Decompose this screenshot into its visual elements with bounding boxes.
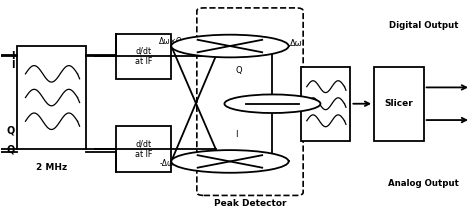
- Bar: [117, 126, 171, 172]
- Ellipse shape: [225, 94, 320, 113]
- Text: Slicer: Slicer: [384, 99, 413, 108]
- Ellipse shape: [171, 35, 289, 57]
- Text: 2 MHz: 2 MHz: [36, 163, 67, 172]
- Text: I: I: [236, 130, 238, 139]
- Bar: [117, 34, 171, 79]
- Text: Q: Q: [7, 144, 15, 154]
- Text: Analog Output: Analog Output: [388, 179, 459, 188]
- Text: I: I: [11, 51, 15, 61]
- Text: Digital Output: Digital Output: [389, 21, 458, 30]
- Text: -Δω×I: -Δω×I: [160, 159, 182, 168]
- Text: Δω×Q: Δω×Q: [159, 37, 183, 46]
- Bar: [374, 67, 424, 141]
- Text: Q: Q: [7, 126, 15, 135]
- Bar: [301, 67, 350, 141]
- Text: Peak Detector: Peak Detector: [214, 198, 286, 207]
- Text: Δω: Δω: [290, 39, 303, 48]
- Text: I: I: [11, 60, 15, 70]
- Text: d/dt
at IF: d/dt at IF: [135, 47, 152, 66]
- Bar: [17, 46, 86, 149]
- Ellipse shape: [171, 150, 289, 173]
- Text: Q: Q: [236, 66, 242, 75]
- Text: d/dt
at IF: d/dt at IF: [135, 139, 152, 159]
